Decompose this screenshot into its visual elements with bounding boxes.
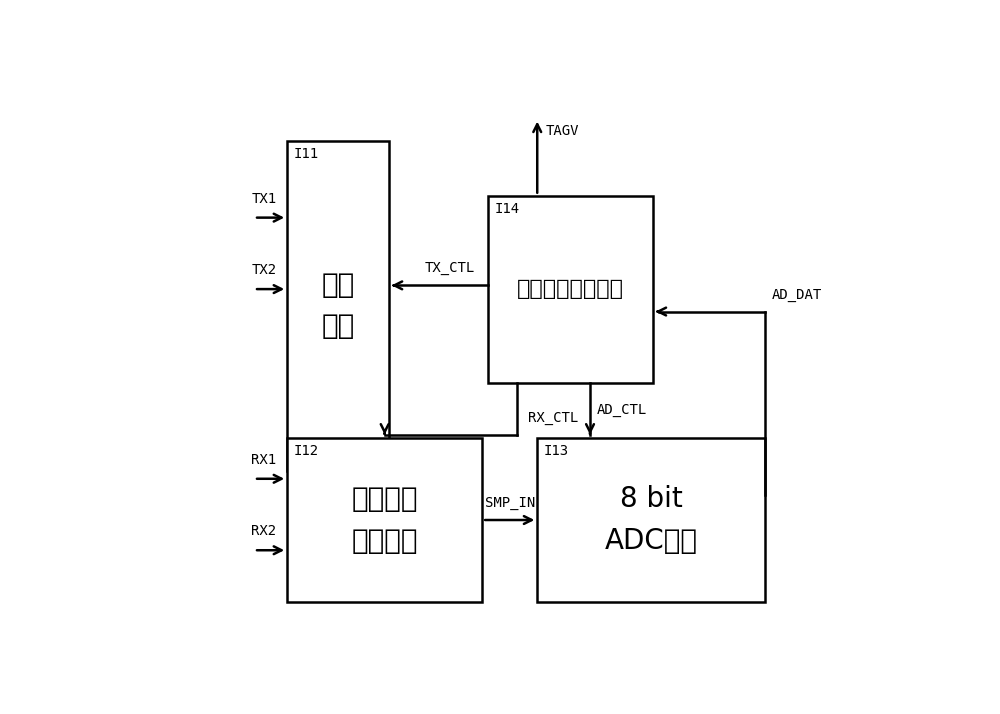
Bar — [488, 196, 653, 383]
Text: I14: I14 — [494, 202, 519, 216]
Text: 8 bit
ADC电路: 8 bit ADC电路 — [605, 486, 698, 555]
Text: I13: I13 — [544, 444, 569, 458]
Text: TX1: TX1 — [251, 191, 276, 206]
Text: I11: I11 — [294, 147, 319, 161]
Bar — [287, 438, 482, 603]
Text: TX2: TX2 — [251, 263, 276, 277]
Text: RX_CTL: RX_CTL — [528, 411, 579, 426]
Text: 发射
电路: 发射 电路 — [321, 271, 355, 340]
Text: 接收采样
滤波电路: 接收采样 滤波电路 — [351, 486, 418, 555]
Text: TX_CTL: TX_CTL — [424, 261, 474, 276]
Text: 标签检测逻辑电路: 标签检测逻辑电路 — [517, 279, 624, 299]
Bar — [537, 438, 765, 603]
Text: AD_DAT: AD_DAT — [772, 288, 822, 301]
Text: AD_CTL: AD_CTL — [597, 403, 647, 417]
Text: I12: I12 — [294, 444, 319, 458]
Text: SMP_IN: SMP_IN — [485, 496, 535, 510]
Text: TAGV: TAGV — [545, 124, 579, 139]
Bar — [287, 141, 389, 471]
Text: RX2: RX2 — [251, 524, 276, 538]
Text: RX1: RX1 — [251, 453, 276, 467]
